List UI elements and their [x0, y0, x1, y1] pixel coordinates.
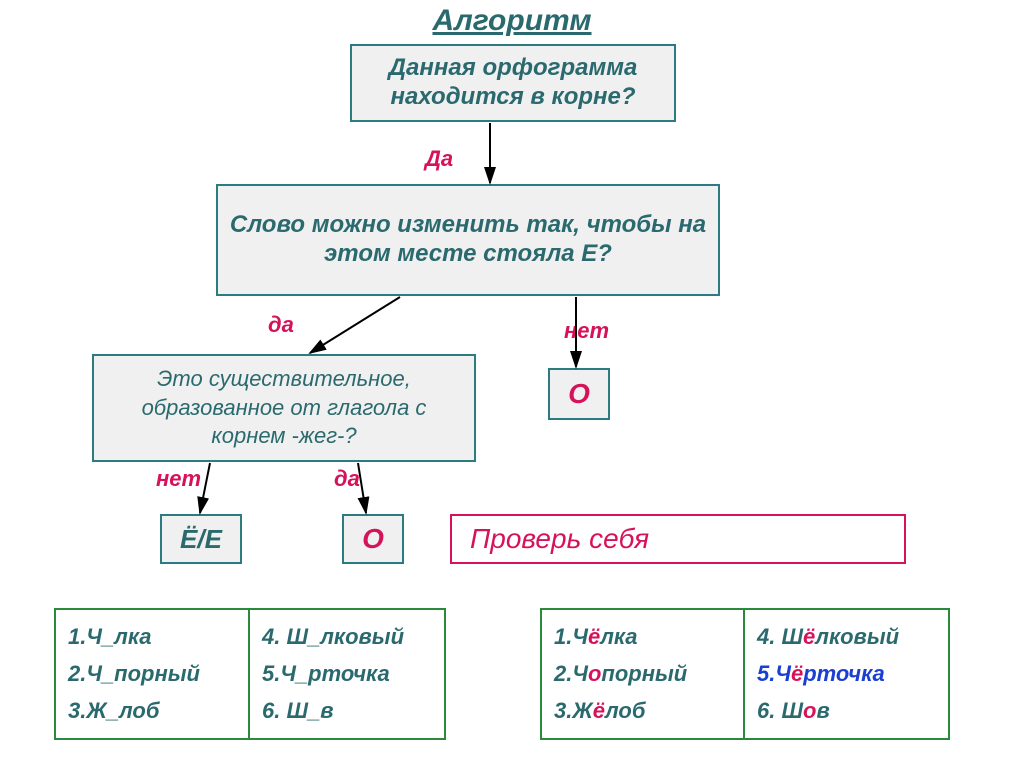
exercise-answer-table: 1.Чёлка 2.Чопорный 3.Жёлоб 4. Шёлковый 5.Чё…	[540, 608, 950, 740]
exercise-answer-item: 3.Жёлоб	[554, 698, 731, 724]
exercise-answer-item: 5.Чёрточка	[757, 661, 936, 687]
exercise-item: 5.Ч_рточка	[262, 661, 432, 687]
exercise-answer-item: 6. Шов	[757, 698, 936, 724]
flow-node-check: Проверь себя	[450, 514, 906, 564]
flow-node-ee: Ё/Е	[160, 514, 242, 564]
flow-node-root: Данная орфограмма находится в корне?	[350, 44, 676, 122]
exercise-item: 6. Ш_в	[262, 698, 432, 724]
exercise-item: 3.Ж_лоб	[68, 698, 236, 724]
exercise-answer-item: 2.Чопорный	[554, 661, 731, 687]
edge-label-net2: нет	[156, 466, 201, 492]
exercise-answer-item: 1.Чёлка	[554, 624, 731, 650]
exercise-item: 4. Ш_лковый	[262, 624, 432, 650]
exercise-item: 1.Ч_лка	[68, 624, 236, 650]
edge-label-da2: да	[268, 312, 294, 338]
flow-node-change: Слово можно изменить так, чтобы на этом …	[216, 184, 720, 296]
edge-label-da1: Да	[425, 146, 453, 172]
flow-node-o1: О	[548, 368, 610, 420]
flow-node-o2: О	[342, 514, 404, 564]
flow-node-noun: Это существительное, образованное от гла…	[92, 354, 476, 462]
exercise-blank-table: 1.Ч_лка 2.Ч_порный 3.Ж_лоб 4. Ш_лковый 5.Ч_…	[54, 608, 446, 740]
edge-label-da3: да	[334, 466, 360, 492]
page-title: Алгоритм	[0, 4, 1024, 38]
edge-label-net1: нет	[564, 318, 609, 344]
exercise-item: 2.Ч_порный	[68, 661, 236, 687]
exercise-answer-item: 4. Шёлковый	[757, 624, 936, 650]
